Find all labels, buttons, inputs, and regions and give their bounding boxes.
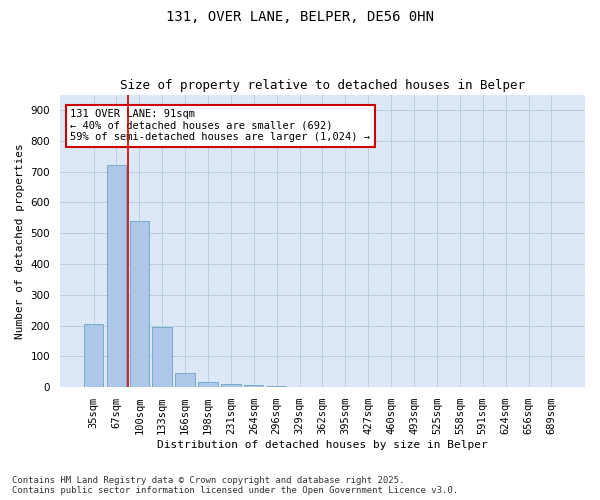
Y-axis label: Number of detached properties: Number of detached properties xyxy=(15,143,25,339)
Bar xyxy=(84,324,103,387)
X-axis label: Distribution of detached houses by size in Belper: Distribution of detached houses by size … xyxy=(157,440,488,450)
Bar xyxy=(152,327,172,387)
Bar xyxy=(175,374,195,387)
Title: Size of property relative to detached houses in Belper: Size of property relative to detached ho… xyxy=(120,79,525,92)
Text: 131, OVER LANE, BELPER, DE56 0HN: 131, OVER LANE, BELPER, DE56 0HN xyxy=(166,10,434,24)
Text: Contains HM Land Registry data © Crown copyright and database right 2025.
Contai: Contains HM Land Registry data © Crown c… xyxy=(12,476,458,495)
Bar xyxy=(244,385,263,387)
Bar xyxy=(267,386,286,387)
Text: 131 OVER LANE: 91sqm
← 40% of detached houses are smaller (692)
59% of semi-deta: 131 OVER LANE: 91sqm ← 40% of detached h… xyxy=(70,109,370,142)
Bar xyxy=(221,384,241,387)
Bar xyxy=(130,221,149,387)
Bar xyxy=(198,382,218,387)
Bar xyxy=(107,166,126,387)
